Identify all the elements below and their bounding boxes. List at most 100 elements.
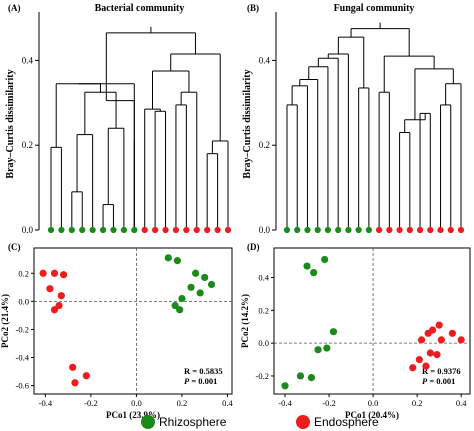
scatter-point: [191, 269, 200, 277]
y-tick-label: 0.4: [258, 273, 269, 283]
scatter-point: [409, 364, 417, 372]
x-tick-label: 0.0: [368, 398, 379, 408]
scatter-point: [433, 351, 441, 359]
scatter-point: [457, 336, 465, 344]
leaf-point: [386, 226, 393, 234]
legend-label: Rhizosphere: [159, 415, 227, 429]
leaf-point: [335, 226, 342, 234]
scatter-point: [50, 306, 59, 314]
scatter-point: [39, 269, 47, 277]
scatter-point: [296, 372, 305, 380]
scatter-point: [448, 329, 456, 337]
scatter-point: [176, 306, 184, 314]
x-tick-label: 0.4: [456, 398, 467, 408]
y-axis-label: PCo2 (21.4%): [0, 294, 10, 348]
scatter-point: [71, 379, 79, 387]
y-tick-label: -0.6: [16, 381, 29, 391]
leaf-point: [204, 226, 211, 234]
stats-p: P = 0.001: [422, 376, 455, 386]
leaf-point: [283, 226, 291, 234]
leaf-point: [193, 226, 200, 234]
x-tick-label: 0.4: [222, 398, 233, 408]
plot-frame: [273, 247, 471, 395]
y-tick-label: 0.0: [18, 296, 29, 306]
panel-label: (B): [247, 3, 259, 13]
leaf-point: [110, 226, 117, 234]
leaf-point: [141, 226, 148, 234]
y-tick-label: 0.2: [18, 268, 29, 278]
stats-r: R = 0.5835: [184, 366, 223, 376]
scatter-point: [415, 355, 423, 364]
y-tick-label: 0.2: [259, 140, 270, 150]
leaf-point: [89, 226, 96, 234]
x-tick-label: -0.4: [278, 398, 292, 408]
leaf-point: [183, 226, 190, 234]
scatter-point: [422, 362, 430, 370]
stats-p-value: = 0.001: [427, 376, 455, 386]
panel-a: 0.0 0.2 0.4 Bray–Curtis dissimilarity (A) Bac…: [5, 3, 232, 235]
leaf-point: [355, 226, 362, 234]
y-axis-label: PCo2 (14.2%): [240, 294, 250, 348]
scatter-point: [281, 382, 289, 390]
leaf-point: [224, 226, 232, 234]
scatter-point: [323, 344, 331, 352]
leaf-point: [162, 226, 169, 234]
scatter-point: [201, 273, 209, 282]
legend: Rhizosphere Endosphere: [141, 415, 379, 429]
leaf-point: [427, 226, 434, 234]
y-tick-label: 0.0: [259, 225, 271, 235]
leaf-point: [324, 226, 332, 234]
stats-p-value: = 0.001: [189, 376, 217, 386]
scatter-point: [46, 285, 54, 293]
leaf-point: [365, 226, 372, 234]
y-tick-label: -0.4: [16, 353, 30, 363]
y-tick-label: 0.0: [22, 225, 34, 235]
stats-r: R = 0.9376: [422, 366, 461, 376]
scatter-point: [307, 373, 316, 382]
leaf-point: [68, 226, 75, 234]
scatter-point: [55, 301, 63, 310]
x-tick-label: -0.4: [39, 398, 53, 408]
leaf-point: [120, 226, 127, 234]
y-tick-label: 0.4: [259, 55, 271, 65]
panel-d: -0.4 -0.2 0.0 0.2 0.4 -0.2 0.0 0.2 0.4 PCo1 (20.4…: [240, 242, 471, 420]
panel-label: (A): [8, 3, 21, 13]
y-tick-label: 0.2: [258, 305, 269, 315]
y-axis-label: Bray–Curtis dissimilarity: [5, 69, 16, 178]
scatter-point: [329, 328, 338, 336]
scatter-point: [424, 329, 432, 337]
scatter-point: [417, 336, 426, 344]
scatter-point: [426, 349, 434, 357]
y-tick-label: -0.2: [256, 371, 269, 381]
scatter-point: [314, 346, 322, 354]
scatter-point: [173, 257, 181, 265]
y-tick-label: 0.0: [258, 338, 269, 348]
scatter-point: [82, 372, 90, 380]
leaf-point: [416, 226, 424, 234]
leaf-point: [437, 226, 444, 234]
x-tick-label: 0.2: [412, 398, 423, 408]
leaf-point: [304, 226, 311, 234]
x-tick-label: -0.2: [84, 398, 97, 408]
leaf-point: [314, 226, 321, 234]
panel-b: 0.0 0.2 0.4 Bray–Curtis dissimilarity (B) Fun…: [242, 3, 465, 235]
scatter-point: [196, 289, 204, 297]
legend-label: Endosphere: [314, 415, 379, 429]
leaf-point: [58, 226, 65, 234]
panel-label: (D): [247, 242, 260, 252]
legend-marker: [296, 415, 310, 429]
stats-p: P = 0.001: [184, 376, 217, 386]
scatter-point: [178, 294, 186, 303]
stats-p-label: P: [184, 376, 190, 386]
leaf-point: [79, 226, 86, 234]
scatter-point: [59, 271, 68, 279]
scatter-point: [171, 301, 179, 310]
x-axis-label: PCo1 (20.4%): [345, 410, 399, 420]
panel-c: -0.4 -0.2 0.0 0.2 0.4 -0.6 -0.4 -0.2 0.0 0.2 PCo1 …: [0, 242, 234, 420]
y-tick-label: -0.2: [16, 324, 29, 334]
scatter-point: [164, 254, 172, 262]
leaf-point: [376, 226, 383, 234]
scatter-point: [437, 336, 445, 344]
leaf-point: [457, 226, 465, 234]
